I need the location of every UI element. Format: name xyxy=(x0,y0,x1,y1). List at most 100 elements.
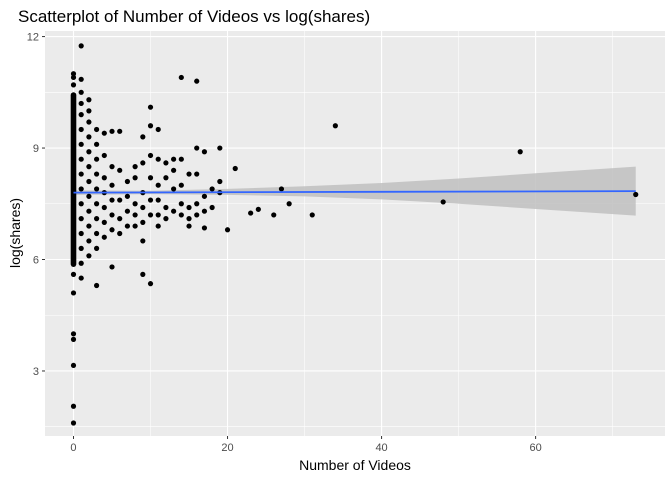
data-point xyxy=(171,167,177,173)
data-point xyxy=(86,149,92,155)
data-point xyxy=(124,178,131,185)
axis-ticks: 0 20 40 60 3 6 9 12 xyxy=(27,32,542,454)
data-point xyxy=(201,149,208,155)
data-point xyxy=(78,43,84,49)
data-point xyxy=(155,197,161,203)
data-point xyxy=(86,193,92,199)
dense-point-column-x0 xyxy=(70,92,77,267)
data-point xyxy=(186,223,192,229)
data-point xyxy=(78,141,84,147)
data-point xyxy=(155,126,161,133)
data-point xyxy=(78,89,84,95)
data-point xyxy=(155,156,161,162)
data-point xyxy=(78,186,84,192)
data-point xyxy=(155,223,161,229)
x-tick-label: 0 xyxy=(70,442,76,454)
data-point xyxy=(124,208,131,214)
grid-lines xyxy=(45,31,665,436)
y-tick-label: 9 xyxy=(33,143,39,155)
data-point xyxy=(155,212,161,218)
data-point xyxy=(86,134,92,140)
data-point xyxy=(94,282,100,289)
data-point xyxy=(163,160,169,166)
x-tick-label: 40 xyxy=(375,442,387,454)
plot-panel xyxy=(45,31,665,436)
data-point xyxy=(209,186,215,192)
data-point xyxy=(163,216,169,222)
data-point xyxy=(217,178,223,185)
data-point xyxy=(86,164,92,170)
data-point xyxy=(101,204,107,211)
data-point xyxy=(132,164,138,170)
data-point xyxy=(140,238,146,244)
data-point xyxy=(147,175,154,181)
data-point xyxy=(70,74,77,81)
data-point xyxy=(94,156,100,162)
data-point xyxy=(132,212,138,218)
data-point xyxy=(109,128,115,134)
data-point xyxy=(271,212,277,218)
data-point xyxy=(201,193,208,199)
data-point xyxy=(109,197,115,203)
data-point xyxy=(178,212,184,218)
data-point xyxy=(78,275,84,281)
data-point xyxy=(194,212,200,218)
data-point xyxy=(109,212,115,218)
data-point xyxy=(124,193,131,199)
data-point xyxy=(248,210,254,216)
x-axis-title: Number of Videos xyxy=(299,457,411,473)
y-tick-label: 3 xyxy=(33,366,39,378)
data-point xyxy=(70,71,77,77)
data-point xyxy=(94,216,100,222)
data-point xyxy=(94,186,100,192)
data-point xyxy=(147,104,154,110)
chart-title: Scatterplot of Number of Videos vs log(s… xyxy=(18,7,371,26)
data-point xyxy=(186,216,192,222)
data-point xyxy=(309,212,315,218)
data-point xyxy=(147,212,154,218)
data-point xyxy=(86,253,92,259)
y-tick-label: 12 xyxy=(27,32,39,44)
data-point xyxy=(94,230,100,237)
data-point xyxy=(117,197,123,203)
data-point xyxy=(147,197,154,203)
data-point xyxy=(209,204,215,211)
data-point xyxy=(109,264,115,270)
data-point xyxy=(117,128,123,134)
x-tick-label: 20 xyxy=(221,442,233,454)
data-point xyxy=(140,160,146,166)
data-point xyxy=(94,141,100,147)
data-point xyxy=(117,216,123,222)
data-point xyxy=(194,171,200,177)
data-point xyxy=(86,97,92,103)
regression-line xyxy=(73,190,636,194)
data-point xyxy=(140,271,146,277)
x-tick-label: 60 xyxy=(529,442,541,454)
data-point xyxy=(70,82,77,88)
data-point xyxy=(70,336,77,342)
data-point xyxy=(147,281,154,287)
data-point xyxy=(147,123,154,129)
data-point xyxy=(109,182,115,188)
data-point xyxy=(70,290,77,296)
data-point xyxy=(78,216,84,222)
data-point xyxy=(286,201,292,207)
data-point xyxy=(78,171,84,177)
data-point xyxy=(109,227,115,233)
data-point xyxy=(332,123,338,129)
data-point xyxy=(255,206,261,212)
data-point xyxy=(70,271,77,277)
data-point xyxy=(155,182,161,188)
data-point xyxy=(94,245,100,251)
data-point xyxy=(178,156,184,162)
data-point xyxy=(194,145,200,151)
data-points xyxy=(70,43,639,426)
data-point xyxy=(278,186,285,192)
data-point xyxy=(186,171,192,177)
data-point xyxy=(232,165,238,172)
data-point xyxy=(117,167,123,173)
data-point xyxy=(201,225,208,231)
data-point xyxy=(78,156,84,162)
data-point xyxy=(194,78,200,84)
